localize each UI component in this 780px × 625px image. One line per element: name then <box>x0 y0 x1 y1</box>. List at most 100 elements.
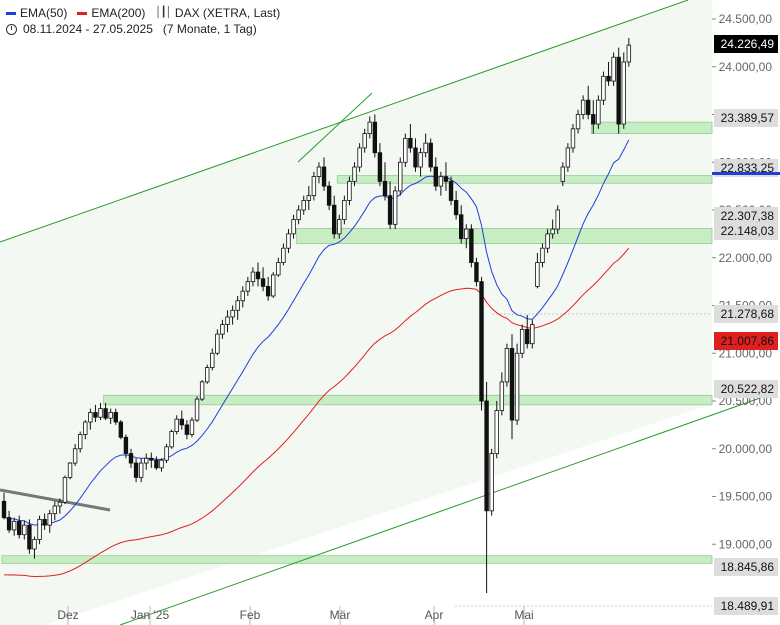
legend-row-period: 08.11.2024 - 27.05.2025 (7 Monate, 1 Tag… <box>6 21 280 37</box>
candle-body <box>519 328 525 354</box>
candle-body <box>423 142 428 154</box>
candle <box>281 243 286 266</box>
y-tick-label: 19.000,00 <box>719 537 773 551</box>
candle <box>27 519 32 554</box>
candle <box>458 205 464 244</box>
candle-body <box>372 121 378 154</box>
candle-body <box>123 436 129 454</box>
candle <box>17 515 22 539</box>
price-label: 22.307,38 <box>714 207 778 225</box>
candle <box>194 396 200 423</box>
candle <box>174 415 179 435</box>
candle-body <box>601 75 606 101</box>
candle <box>22 520 27 540</box>
candle-body <box>245 281 251 292</box>
candle-body <box>499 381 505 411</box>
candle-body <box>311 176 317 197</box>
candle <box>367 116 372 139</box>
candle-body <box>194 398 200 421</box>
candle-body <box>230 309 235 318</box>
candle-body <box>286 233 291 249</box>
candle <box>118 420 124 440</box>
candle-body <box>83 421 88 435</box>
candle <box>616 47 621 134</box>
price-label: 18.845,86 <box>714 558 778 576</box>
candle-body <box>306 195 311 201</box>
candle-body <box>103 408 108 419</box>
candle-body <box>32 539 37 550</box>
candle-body <box>352 166 357 182</box>
candle-body <box>474 262 479 283</box>
price-label: 20.522,82 <box>714 380 778 398</box>
candle <box>372 114 378 158</box>
candle <box>499 372 505 416</box>
candle-body <box>398 161 403 192</box>
y-tick-label: 24.000,00 <box>719 60 773 74</box>
candle <box>47 509 52 533</box>
candle-body <box>504 348 510 383</box>
candle-body <box>67 462 73 478</box>
y-tick-label: 20.000,00 <box>719 442 773 456</box>
candle-body <box>1 500 7 518</box>
candle-body <box>448 180 454 201</box>
price-labels: 24.226,49 23.389,57 22.833,25 22.307,3822.1… <box>712 35 780 615</box>
candle-body <box>189 419 195 435</box>
candle-body <box>11 520 17 531</box>
candle-body <box>611 56 616 82</box>
x-tick-label: Mai <box>514 608 533 622</box>
price-label: 23.389,57 <box>714 109 778 127</box>
short-trend-line <box>297 92 373 163</box>
candle-body <box>484 400 489 512</box>
candle-body <box>347 180 352 201</box>
price-label-bg <box>714 109 778 127</box>
candle <box>575 109 581 134</box>
candle-body <box>174 418 179 432</box>
candle-body <box>428 142 433 168</box>
y-tick-label: 19.500,00 <box>719 490 773 504</box>
price-label-text: 18.845,86 <box>721 560 775 574</box>
candle <box>311 171 317 201</box>
candle <box>448 176 454 206</box>
candle <box>220 319 225 339</box>
candle <box>154 456 159 470</box>
candle-body <box>438 176 444 187</box>
candle <box>423 133 428 158</box>
x-tick-label: Dez <box>57 608 78 622</box>
candle <box>159 458 164 472</box>
candle <box>189 417 195 438</box>
candle-body <box>357 147 362 168</box>
candle <box>408 124 413 153</box>
candle <box>199 379 205 401</box>
candle-body <box>469 228 474 263</box>
candle <box>245 276 251 296</box>
candle <box>1 492 7 520</box>
candlesticks <box>1 38 632 593</box>
candle-body <box>27 524 32 550</box>
candle-body <box>591 114 596 125</box>
candle-body <box>514 352 520 421</box>
candle-body <box>149 457 154 461</box>
candle <box>255 262 261 287</box>
price-label-text: 23.389,57 <box>721 111 775 125</box>
candle-body <box>37 519 42 540</box>
ema50-marker <box>712 172 780 175</box>
candle <box>83 420 88 440</box>
price-label: 21.007,86 <box>714 332 778 350</box>
legend-row-indicators: EMA(50) EMA(200) │┃│ DAX (XETRA, Last) <box>6 5 280 21</box>
resistance-line <box>0 488 111 512</box>
candle-body <box>464 228 469 240</box>
candle-body <box>22 524 27 536</box>
price-label-text: 21.007,86 <box>721 334 775 348</box>
chart-legend: EMA(50) EMA(200) │┃│ DAX (XETRA, Last) 0… <box>6 5 280 37</box>
candle <box>225 310 230 333</box>
x-tick-label: Jan '25 <box>131 608 170 622</box>
candle <box>11 517 17 536</box>
candle <box>469 224 474 268</box>
price-label: 22.148,03 <box>714 222 778 240</box>
candle <box>179 410 184 430</box>
candle <box>509 334 515 440</box>
candle-body <box>403 137 408 163</box>
candle-body <box>6 517 12 531</box>
candle-body <box>550 228 555 235</box>
candle <box>98 402 103 421</box>
